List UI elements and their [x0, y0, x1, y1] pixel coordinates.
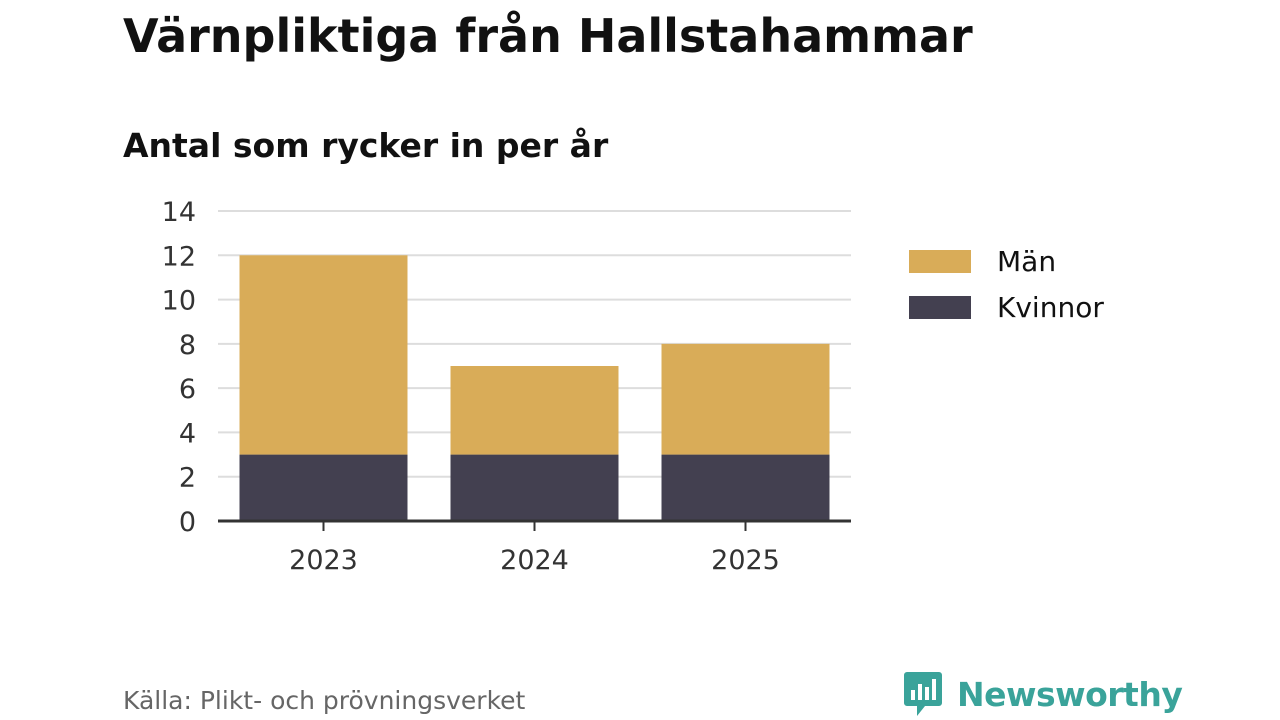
legend: Män Kvinnor — [909, 238, 1104, 330]
bar-chart-bubble-icon — [904, 672, 942, 716]
legend-label: Män — [997, 244, 1057, 278]
x-tick-label: 2023 — [289, 545, 358, 576]
bar-män-2025 — [661, 343, 830, 455]
y-tick-label: 10 — [162, 286, 196, 317]
bar-kvinnor-2023 — [239, 454, 408, 521]
chart-subtitle: Antal som rycker in per år — [123, 126, 609, 165]
legend-item-kvinnor: Kvinnor — [909, 284, 1104, 330]
y-tick-label: 6 — [179, 374, 196, 405]
brand-name: Newsworthy — [957, 674, 1183, 714]
x-tick-label: 2024 — [500, 545, 569, 576]
x-tick-label: 2025 — [711, 545, 780, 576]
bar-män-2024 — [450, 366, 619, 455]
y-tick-label: 12 — [162, 241, 196, 272]
y-tick-label: 4 — [179, 418, 196, 449]
y-tick-label: 14 — [162, 197, 196, 228]
y-tick-label: 0 — [179, 507, 196, 538]
y-tick-label: 8 — [179, 330, 196, 361]
chart-title: Värnpliktiga från Hallstahammar — [123, 9, 973, 63]
legend-swatch — [909, 295, 971, 319]
bars — [239, 255, 830, 521]
bar-män-2023 — [239, 255, 408, 455]
legend-label: Kvinnor — [997, 290, 1104, 324]
bar-kvinnor-2025 — [661, 454, 830, 521]
y-tick-label: 2 — [179, 463, 196, 494]
legend-swatch — [909, 249, 971, 273]
axes: 0 2 4 6 8 10 12 14 2023 2024 2025 — [162, 197, 851, 576]
source-note: Källa: Plikt- och prövningsverket — [123, 686, 526, 715]
brand-logo: Newsworthy — [903, 670, 1183, 718]
legend-item-män: Män — [909, 238, 1104, 284]
bar-kvinnor-2024 — [450, 454, 619, 521]
